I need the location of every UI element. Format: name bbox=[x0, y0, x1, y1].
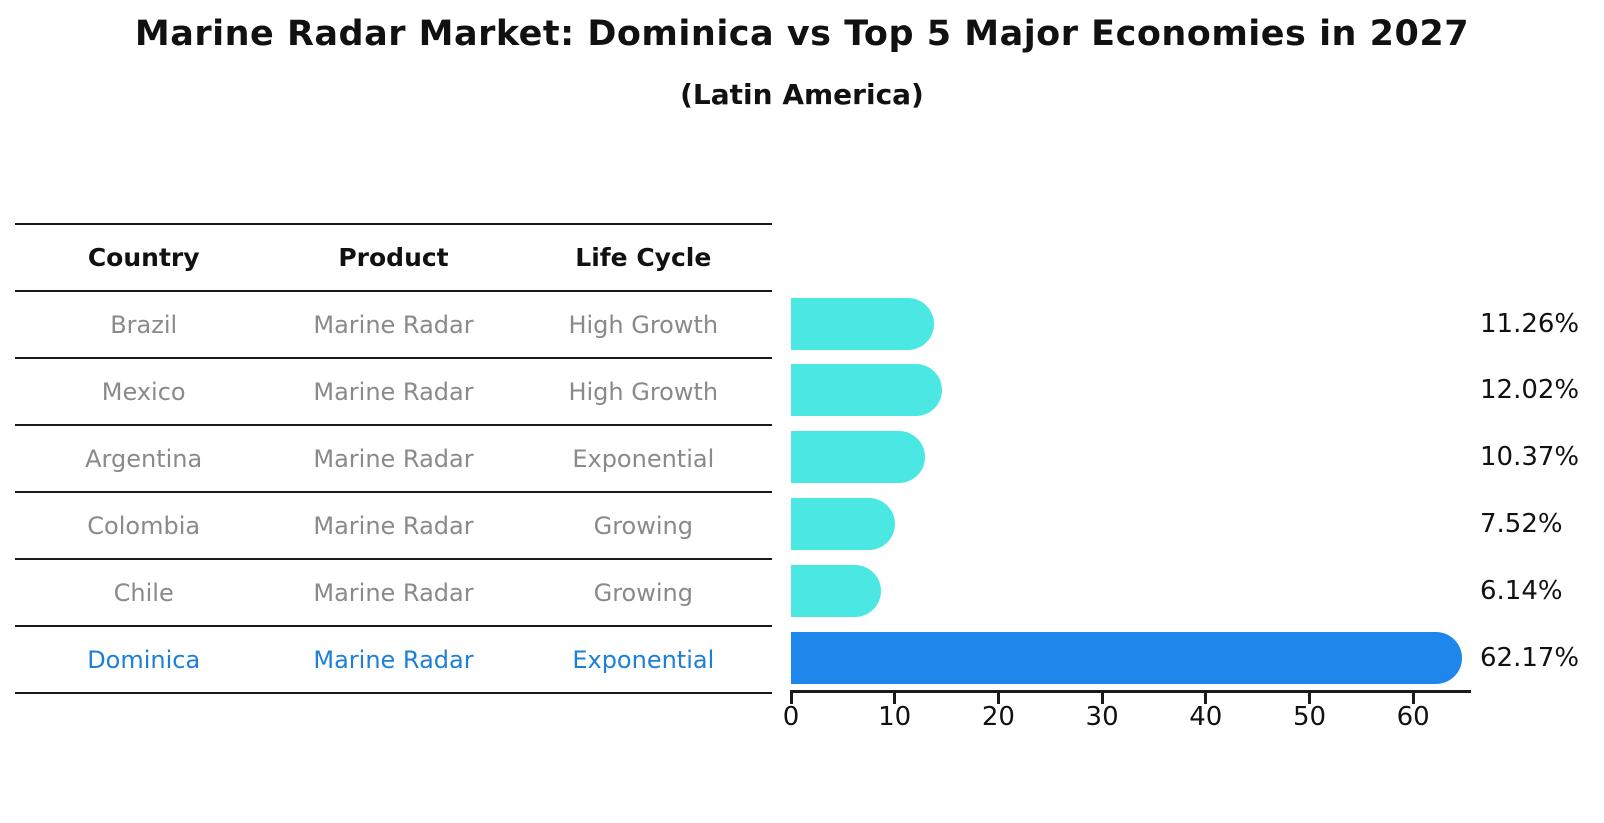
table-row: Colombia Marine Radar Growing bbox=[15, 491, 772, 558]
cell-life-cycle: Growing bbox=[593, 578, 693, 607]
cell-country: Mexico bbox=[101, 377, 186, 406]
cell-life-cycle: High Growth bbox=[568, 310, 719, 339]
bar-row: 11.26% bbox=[0, 297, 1604, 350]
bar-row: 7.52% bbox=[0, 497, 1604, 550]
cell-country: Dominica bbox=[87, 645, 201, 674]
bar-argentina bbox=[791, 431, 925, 484]
bar-row: 12.02% bbox=[0, 364, 1604, 417]
cell-country: Colombia bbox=[87, 511, 201, 540]
bar-brazil bbox=[791, 297, 934, 350]
cell-product: Marine Radar bbox=[313, 578, 474, 607]
x-axis-tick bbox=[893, 693, 897, 704]
table-row: Chile Marine Radar Growing bbox=[15, 558, 772, 625]
bar-row: 6.14% bbox=[0, 564, 1604, 617]
bar-mexico bbox=[791, 364, 942, 417]
cell-life-cycle: Exponential bbox=[572, 645, 715, 674]
column-header-country: Country bbox=[87, 243, 200, 272]
x-axis-tick bbox=[789, 693, 793, 704]
x-axis-tick bbox=[996, 693, 1000, 704]
value-label: 12.02% bbox=[1480, 375, 1580, 406]
x-axis-tick-label: 30 bbox=[1085, 702, 1119, 732]
bar-colombia bbox=[791, 497, 895, 550]
cell-country: Chile bbox=[113, 578, 174, 607]
bar-dominica-highlight bbox=[791, 631, 1462, 684]
cell-product: Marine Radar bbox=[313, 377, 474, 406]
table-row: Argentina Marine Radar Exponential bbox=[15, 424, 772, 491]
cell-product: Marine Radar bbox=[313, 444, 474, 473]
x-axis-tick-label: 10 bbox=[878, 702, 912, 732]
x-axis-tick bbox=[1411, 693, 1415, 704]
x-axis-tick bbox=[1100, 693, 1104, 704]
x-axis-tick bbox=[1308, 693, 1311, 704]
cell-country: Argentina bbox=[85, 444, 203, 473]
value-label: 10.37% bbox=[1480, 442, 1580, 473]
x-axis-tick-label: 40 bbox=[1189, 702, 1223, 732]
column-header-product: Product bbox=[338, 243, 449, 272]
x-axis-line bbox=[790, 690, 1471, 693]
bar-row: 62.17% bbox=[0, 631, 1604, 684]
x-axis-tick-label: 20 bbox=[981, 702, 1015, 732]
chart-title: Marine Radar Market: Dominica vs Top 5 M… bbox=[134, 14, 1470, 54]
value-label: 11.26% bbox=[1480, 308, 1580, 339]
value-label: 62.17% bbox=[1480, 642, 1580, 673]
table-row: Brazil Marine Radar High Growth bbox=[15, 290, 772, 357]
bar-row: 10.37% bbox=[0, 431, 1604, 484]
cell-product: Marine Radar bbox=[313, 310, 474, 339]
value-label: 6.14% bbox=[1480, 575, 1563, 606]
cell-product: Marine Radar bbox=[313, 645, 474, 674]
value-label: 7.52% bbox=[1480, 508, 1563, 539]
x-axis-tick-label: 60 bbox=[1396, 702, 1430, 732]
x-axis-tick bbox=[1204, 693, 1208, 704]
cell-life-cycle: Exponential bbox=[572, 444, 715, 473]
x-axis-tick-label: 0 bbox=[782, 702, 800, 732]
column-header-life-cycle: Life Cycle bbox=[575, 243, 712, 272]
table-row: Mexico Marine Radar High Growth bbox=[15, 357, 772, 424]
chart-subtitle: (Latin America) bbox=[680, 78, 924, 111]
bar-chile bbox=[791, 564, 881, 617]
cell-product: Marine Radar bbox=[313, 511, 474, 540]
table-row-dominica: Dominica Marine Radar Exponential bbox=[15, 625, 772, 692]
cell-life-cycle: Growing bbox=[593, 511, 693, 540]
x-axis-tick-label: 50 bbox=[1292, 702, 1327, 732]
country-table: Country Product Life Cycle Brazil Marine… bbox=[15, 223, 772, 694]
cell-life-cycle: High Growth bbox=[568, 377, 719, 406]
table-header-row: Country Product Life Cycle bbox=[15, 223, 772, 290]
cell-country: Brazil bbox=[110, 310, 178, 339]
